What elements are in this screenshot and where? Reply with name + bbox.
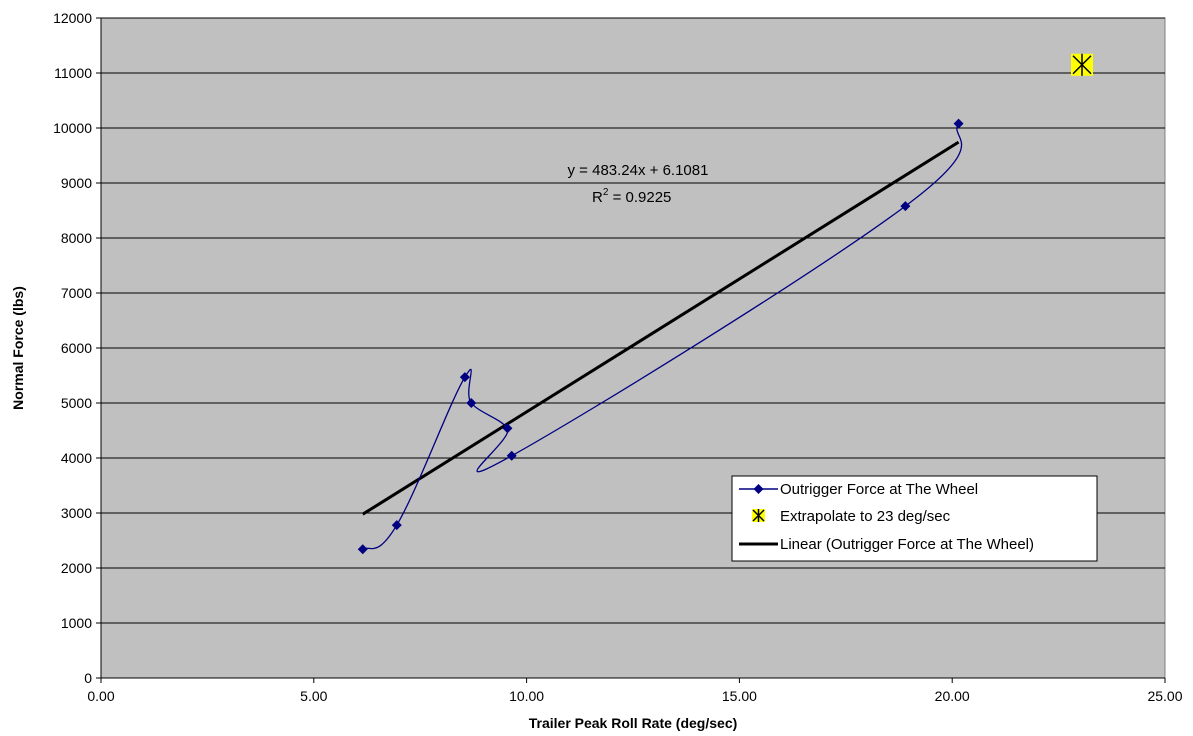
equation-label: y = 483.24x + 6.1081 bbox=[568, 162, 709, 179]
axes bbox=[96, 17, 1166, 683]
r-squared-label: R2 = 0.9225 bbox=[592, 187, 671, 206]
x-tick-labels: 0.00 5.00 10.00 15.00 20.00 25.00 bbox=[87, 688, 1182, 704]
x-tick-label: 10.00 bbox=[509, 688, 544, 704]
legend-symbol-outrigger-marker bbox=[753, 484, 764, 494]
legend-symbol-extrapolate-star bbox=[752, 509, 765, 522]
data-point bbox=[459, 372, 470, 383]
legend: Outrigger Force at The Wheel Extrapolate… bbox=[731, 475, 1098, 562]
legend-label-linear: Linear (Outrigger Force at The Wheel) bbox=[780, 536, 1034, 553]
y-tick-labels: 0 1000 2000 3000 4000 5000 6000 7000 8000 9000 100… bbox=[53, 10, 92, 686]
y-tick-label: 3000 bbox=[61, 505, 92, 521]
y-tick-label: 4000 bbox=[61, 450, 92, 466]
y-tick-label: 11000 bbox=[54, 65, 92, 81]
x-tick-label: 25.00 bbox=[1147, 688, 1182, 704]
series-line bbox=[362, 123, 963, 550]
y-tick-label: 6000 bbox=[61, 340, 92, 356]
data-point bbox=[953, 118, 964, 129]
gridlines bbox=[101, 17, 1165, 624]
data-point bbox=[357, 544, 368, 555]
legend-label-outrigger: Outrigger Force at The Wheel bbox=[780, 481, 978, 498]
data-point bbox=[391, 520, 402, 531]
series-extrapolate bbox=[1071, 53, 1094, 76]
data-point bbox=[502, 423, 513, 434]
data-point bbox=[900, 201, 911, 212]
y-tick-label: 7000 bbox=[61, 285, 92, 301]
y-tick-label: 10000 bbox=[53, 120, 92, 136]
data-point bbox=[466, 398, 477, 408]
legend-box bbox=[731, 475, 1098, 562]
trendline bbox=[361, 140, 960, 516]
series-outrigger-force bbox=[357, 118, 964, 555]
x-axis-title: Trailer Peak Roll Rate (deg/sec) bbox=[529, 715, 738, 731]
x-tick-label: 15.00 bbox=[722, 688, 757, 704]
y-tick-label: 1000 bbox=[61, 615, 92, 631]
y-tick-label: 12000 bbox=[53, 10, 92, 26]
x-tick-label: 0.00 bbox=[87, 688, 114, 704]
x-tick-label: 20.00 bbox=[935, 688, 970, 704]
x-tick-label: 5.00 bbox=[300, 688, 327, 704]
legend-label-extrapolate: Extrapolate to 23 deg/sec bbox=[780, 508, 951, 525]
trendline-layer bbox=[361, 140, 960, 516]
y-tick-label: 9000 bbox=[61, 175, 92, 191]
y-tick-label: 8000 bbox=[61, 230, 92, 246]
y-tick-label: 0 bbox=[84, 670, 92, 686]
y-axis-title: Normal Force (lbs) bbox=[10, 286, 26, 410]
y-tick-label: 5000 bbox=[61, 395, 92, 411]
y-tick-label: 2000 bbox=[61, 560, 92, 576]
data-point bbox=[506, 450, 517, 461]
extrapolate-point bbox=[1071, 53, 1094, 76]
